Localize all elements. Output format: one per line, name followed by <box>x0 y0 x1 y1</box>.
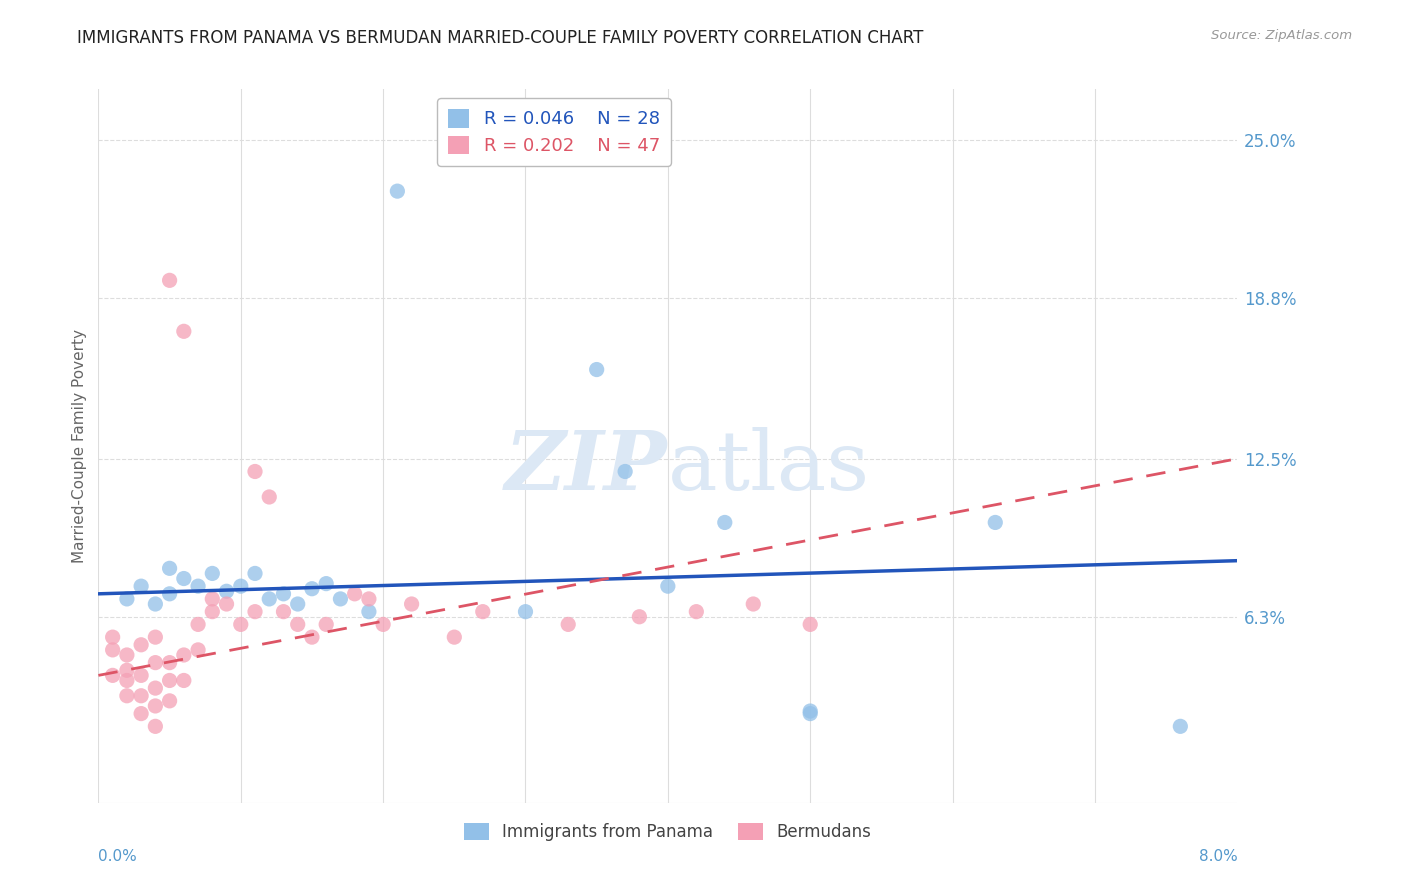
Point <box>145 719 167 733</box>
Point <box>159 673 181 688</box>
Point <box>357 605 380 619</box>
Point <box>628 609 651 624</box>
Point <box>243 566 266 581</box>
Point <box>259 591 281 606</box>
Y-axis label: Married-Couple Family Poverty: Married-Couple Family Poverty <box>72 329 87 563</box>
Point <box>585 362 607 376</box>
Point <box>115 663 138 677</box>
Point <box>301 630 323 644</box>
Point <box>215 597 238 611</box>
Point <box>357 591 380 606</box>
Point <box>173 673 195 688</box>
Point <box>159 694 181 708</box>
Point <box>799 704 821 718</box>
Point <box>173 572 195 586</box>
Point <box>657 579 679 593</box>
Point <box>387 184 409 198</box>
Point <box>129 706 152 721</box>
Point <box>401 597 423 611</box>
Point <box>799 706 821 721</box>
Point <box>101 643 124 657</box>
Point <box>259 490 281 504</box>
Point <box>129 638 152 652</box>
Point <box>129 668 152 682</box>
Point <box>159 587 181 601</box>
Point <box>229 617 252 632</box>
Point <box>115 591 138 606</box>
Text: ZIP: ZIP <box>505 427 668 508</box>
Point <box>173 324 195 338</box>
Point <box>201 605 224 619</box>
Point <box>315 617 337 632</box>
Point <box>614 465 637 479</box>
Point <box>329 591 352 606</box>
Text: Source: ZipAtlas.com: Source: ZipAtlas.com <box>1212 29 1353 42</box>
Point <box>159 561 181 575</box>
Text: 8.0%: 8.0% <box>1198 848 1237 863</box>
Point <box>101 630 124 644</box>
Point <box>187 579 209 593</box>
Point <box>273 605 295 619</box>
Point <box>173 648 195 662</box>
Point <box>515 605 537 619</box>
Point <box>714 516 737 530</box>
Text: atlas: atlas <box>668 427 870 508</box>
Point <box>301 582 323 596</box>
Text: IMMIGRANTS FROM PANAMA VS BERMUDAN MARRIED-COUPLE FAMILY POVERTY CORRELATION CHA: IMMIGRANTS FROM PANAMA VS BERMUDAN MARRI… <box>77 29 924 46</box>
Point <box>145 656 167 670</box>
Legend: Immigrants from Panama, Bermudans: Immigrants from Panama, Bermudans <box>457 816 879 848</box>
Point <box>742 597 765 611</box>
Point <box>984 516 1007 530</box>
Point <box>201 591 224 606</box>
Point <box>115 648 138 662</box>
Point <box>1170 719 1192 733</box>
Point <box>101 668 124 682</box>
Point <box>799 617 821 632</box>
Point <box>145 597 167 611</box>
Point <box>471 605 494 619</box>
Point <box>129 579 152 593</box>
Point <box>159 273 181 287</box>
Point <box>145 698 167 713</box>
Point <box>201 566 224 581</box>
Point <box>443 630 465 644</box>
Point <box>229 579 252 593</box>
Point <box>243 605 266 619</box>
Point <box>371 617 394 632</box>
Point <box>685 605 707 619</box>
Point <box>215 584 238 599</box>
Point <box>287 597 309 611</box>
Point <box>315 576 337 591</box>
Point <box>273 587 295 601</box>
Point <box>187 617 209 632</box>
Point <box>557 617 579 632</box>
Text: 0.0%: 0.0% <box>98 848 138 863</box>
Point <box>187 643 209 657</box>
Point <box>287 617 309 632</box>
Point <box>115 673 138 688</box>
Point <box>129 689 152 703</box>
Point <box>343 587 366 601</box>
Point <box>115 689 138 703</box>
Point <box>159 656 181 670</box>
Point <box>145 630 167 644</box>
Point <box>145 681 167 695</box>
Point <box>243 465 266 479</box>
